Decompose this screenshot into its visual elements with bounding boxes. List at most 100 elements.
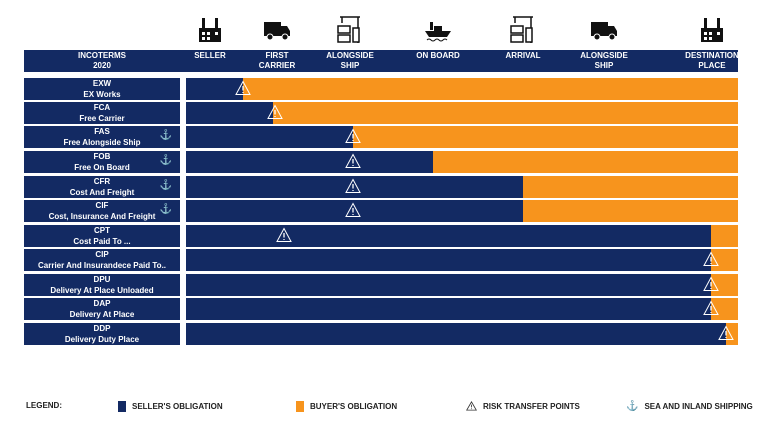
risk-transfer-warning-icon (703, 276, 719, 292)
incoterm-name: Carrier And Insurandece Paid To.. (37, 260, 167, 270)
anchor-icon: ⚓ (159, 155, 172, 166)
incoterm-code: FAS (94, 127, 110, 136)
risk-transfer-warning-icon (703, 251, 719, 267)
seller-obligation-segment (186, 249, 711, 271)
seller-obligation-segment (186, 126, 354, 148)
legend-seller: SELLER'S OBLIGATION (118, 401, 223, 412)
obligation-bar-dpu (186, 274, 738, 296)
header-column: ALONGSIDE SHIP (580, 51, 628, 70)
incoterm-code: CPT (94, 226, 110, 235)
incoterm-name: EX Works (83, 89, 121, 99)
obligation-bar-fas (186, 126, 738, 148)
risk-transfer-warning-icon (235, 80, 251, 96)
incoterm-name: Delivery At Place (69, 309, 135, 319)
seller-swatch (118, 401, 126, 412)
incoterm-label-fas: FAS Free Alongside Ship ⚓ (24, 126, 180, 148)
incoterm-label-cpt: CPT Cost Paid To ... (24, 225, 180, 247)
obligation-bar-ddp (186, 323, 738, 345)
obligation-bar-cif (186, 200, 738, 222)
factory-icon (698, 14, 726, 44)
header-column: DESTINATION PLACE (685, 51, 739, 70)
incoterm-code: FCA (93, 103, 111, 112)
incoterm-name: Cost Paid To ... (73, 236, 131, 246)
incoterm-code: CFR (93, 177, 111, 186)
incoterm-label-dpu: DPU Delivery At Place Unloaded (24, 274, 180, 296)
seller-obligation-segment (186, 298, 711, 320)
incoterm-code: DPU (93, 275, 111, 284)
header-column: ON BOARD (416, 51, 460, 60)
incoterm-label-cfr: CFR Cost And Freight ⚓ (24, 176, 180, 198)
obligation-bar-fca (186, 102, 738, 124)
incoterm-label-exw: EXW EX Works (24, 78, 180, 100)
header-column: SELLER (194, 51, 226, 60)
header-title: INCOTERMS 2020 (78, 51, 126, 70)
seller-obligation-segment (186, 200, 524, 222)
risk-transfer-warning-icon (267, 104, 283, 120)
risk-transfer-warning-icon (345, 202, 362, 218)
incoterm-label-dap: DAP Delivery At Place (24, 298, 180, 320)
incoterm-name: Free Carrier (79, 113, 125, 123)
legend-sea: ⚓ SEA AND INLAND SHIPPING (626, 401, 753, 412)
risk-transfer-warning-icon (718, 325, 734, 341)
incoterm-code: DDP (93, 324, 111, 333)
incoterm-label-ddp: DDP Delivery Duty Place (24, 323, 180, 345)
incoterm-name: Delivery Duty Place (64, 334, 140, 344)
risk-transfer-warning-icon (345, 178, 362, 194)
anchor-icon: ⚓ (159, 130, 172, 141)
seller-obligation-segment (186, 225, 711, 247)
buyer-swatch (296, 401, 304, 412)
legend-title: LEGEND: (26, 401, 62, 410)
factory-icon (196, 14, 224, 44)
ship-icon (424, 14, 452, 44)
obligation-bar-exw (186, 78, 738, 100)
incoterm-label-fca: FCA Free Carrier (24, 102, 180, 124)
risk-transfer-warning-icon (345, 153, 362, 169)
header-bar (24, 50, 738, 72)
incoterm-code: FOB (93, 152, 111, 161)
header-column: ARRIVAL (505, 51, 541, 60)
legend-buyer-label: BUYER'S OBLIGATION (310, 402, 398, 411)
risk-transfer-warning-icon (276, 227, 293, 243)
obligation-bar-cfr (186, 176, 738, 198)
obligation-bar-cpt (186, 225, 738, 247)
anchor-icon: ⚓ (159, 180, 172, 191)
truck-icon (263, 14, 291, 44)
seller-obligation-segment (186, 151, 433, 173)
incoterm-name: Free Alongside Ship (63, 137, 141, 147)
seller-obligation-segment (186, 176, 524, 198)
header-column: ALONGSIDE SHIP (326, 51, 374, 70)
seller-obligation-segment (186, 102, 274, 124)
seller-obligation-segment (186, 323, 726, 345)
anchor-icon: ⚓ (626, 401, 639, 412)
seller-obligation-segment (186, 78, 243, 100)
truck-icon (590, 14, 618, 44)
incoterm-name: Free On Board (74, 162, 130, 172)
risk-transfer-warning-icon (703, 300, 719, 316)
incoterm-label-cip: CIP Carrier And Insurandece Paid To.. (24, 249, 180, 271)
legend-buyer: BUYER'S OBLIGATION (296, 401, 397, 412)
incoterm-label-fob: FOB Free On Board ⚓ (24, 151, 180, 173)
obligation-bar-dap (186, 298, 738, 320)
incoterm-label-cif: CIF Cost, Insurance And Freight ⚓ (24, 200, 180, 222)
port-crane-icon (336, 14, 364, 44)
obligation-bar-cip (186, 249, 738, 271)
incoterm-code: DAP (93, 299, 111, 308)
legend-risk: RISK TRANSFER POINTS (466, 401, 580, 411)
legend-sea-label: SEA AND INLAND SHIPPING (644, 402, 753, 411)
port-crane-icon (509, 14, 537, 44)
warning-icon (466, 401, 477, 411)
incoterm-code: CIF (95, 201, 109, 210)
incoterm-code: CIP (95, 250, 109, 259)
legend-seller-label: SELLER'S OBLIGATION (132, 402, 223, 411)
risk-transfer-warning-icon (345, 128, 362, 144)
incoterm-name: Delivery At Place Unloaded (50, 285, 154, 295)
header-column: FIRST CARRIER (258, 51, 296, 70)
incoterm-code: EXW (92, 79, 112, 88)
legend-risk-label: RISK TRANSFER POINTS (483, 401, 580, 411)
seller-obligation-segment (186, 274, 711, 296)
anchor-icon: ⚓ (159, 204, 172, 215)
incoterm-name: Cost And Freight (69, 187, 135, 197)
incoterm-name: Cost, Insurance And Freight (48, 211, 156, 221)
obligation-bar-fob (186, 151, 738, 173)
